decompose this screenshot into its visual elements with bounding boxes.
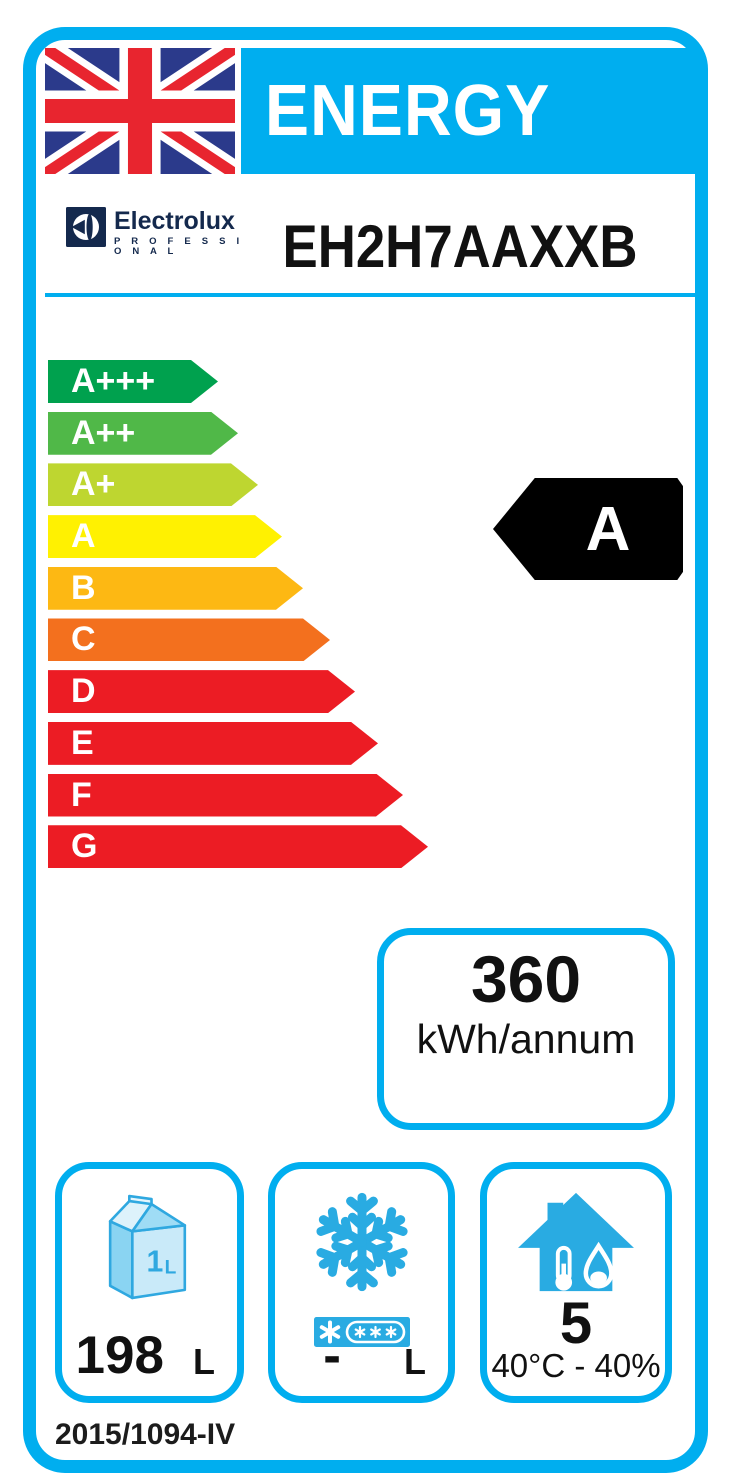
- brand-name: Electrolux: [114, 207, 235, 235]
- consumption-value: 360: [470, 942, 582, 1016]
- rating-bar-label: A++: [71, 413, 136, 452]
- rating-bar-label: B: [71, 568, 96, 607]
- rated-class-letter: A: [585, 494, 631, 564]
- rating-bar-label: A+++: [71, 362, 156, 400]
- brand-wordmark: Electrolux P R O F E S S I O N A L: [114, 209, 254, 256]
- rating-bar-label: D: [71, 672, 96, 711]
- rating-bar-A++: A++: [48, 412, 238, 455]
- rating-bar-label: C: [71, 620, 96, 659]
- rating-scale: A+++ A++ A+ A B C D E F G: [48, 360, 428, 877]
- energy-banner-title: ENERGY: [264, 71, 551, 151]
- rating-bar-D: D: [48, 670, 355, 713]
- milk-carton-icon: 1 L: [108, 1194, 186, 1300]
- rating-bar-G: G: [48, 825, 428, 868]
- rating-bar-E: E: [48, 722, 378, 765]
- rating-bar-label: A+: [71, 465, 116, 504]
- fridge-volume-value: 198: [75, 1326, 164, 1385]
- rating-bar-label: G: [71, 827, 98, 866]
- energy-banner: ENERGY: [241, 48, 695, 174]
- rating-bar-C: C: [48, 618, 330, 661]
- freezer-volume-value: -: [323, 1326, 341, 1385]
- climate-class-value: 5: [559, 1291, 593, 1356]
- freezer-volume-unit: L: [404, 1341, 426, 1382]
- climate-class-box: 5 40°C - 40%: [480, 1162, 672, 1403]
- consumption-unit: kWh/annum: [416, 1015, 636, 1062]
- rating-bar-label: A: [71, 517, 96, 556]
- separator-line: [45, 293, 695, 297]
- snowflake-icon: [315, 1192, 408, 1292]
- freezer-volume-row: - L: [275, 1326, 448, 1382]
- rating-bar-label: F: [71, 775, 92, 814]
- svg-text:L: L: [164, 1258, 176, 1279]
- freezer-star-rating-badge: [313, 1317, 410, 1347]
- house-climate-icon: [518, 1192, 634, 1292]
- rated-class-arrow: A: [493, 478, 683, 580]
- fridge-volume-box: 1 L 198 L: [55, 1162, 244, 1403]
- svg-text:1: 1: [146, 1246, 163, 1279]
- freezer-volume-box: - L: [268, 1162, 455, 1403]
- consumption-box: 360 kWh/annum: [377, 928, 675, 1130]
- climate-condition: 40°C - 40%: [491, 1347, 661, 1384]
- regulation-reference: 2015/1094-IV: [55, 1418, 236, 1451]
- rating-bar-A+: A+: [48, 463, 258, 506]
- rating-bar-B: B: [48, 567, 303, 610]
- rating-bar-F: F: [48, 774, 403, 817]
- brand-subtitle: P R O F E S S I O N A L: [114, 236, 244, 257]
- uk-flag-icon: [45, 48, 235, 174]
- rating-bar-label: E: [71, 723, 94, 762]
- electrolux-symbol-icon: [66, 207, 106, 247]
- label-border: [23, 27, 708, 1473]
- fridge-volume-row: 198 L: [62, 1326, 237, 1382]
- rating-bar-A: A: [48, 515, 282, 558]
- rating-bar-A+++: A+++: [48, 360, 218, 403]
- fridge-volume-unit: L: [193, 1341, 215, 1382]
- model-number: EH2H7AAXXB: [282, 213, 638, 280]
